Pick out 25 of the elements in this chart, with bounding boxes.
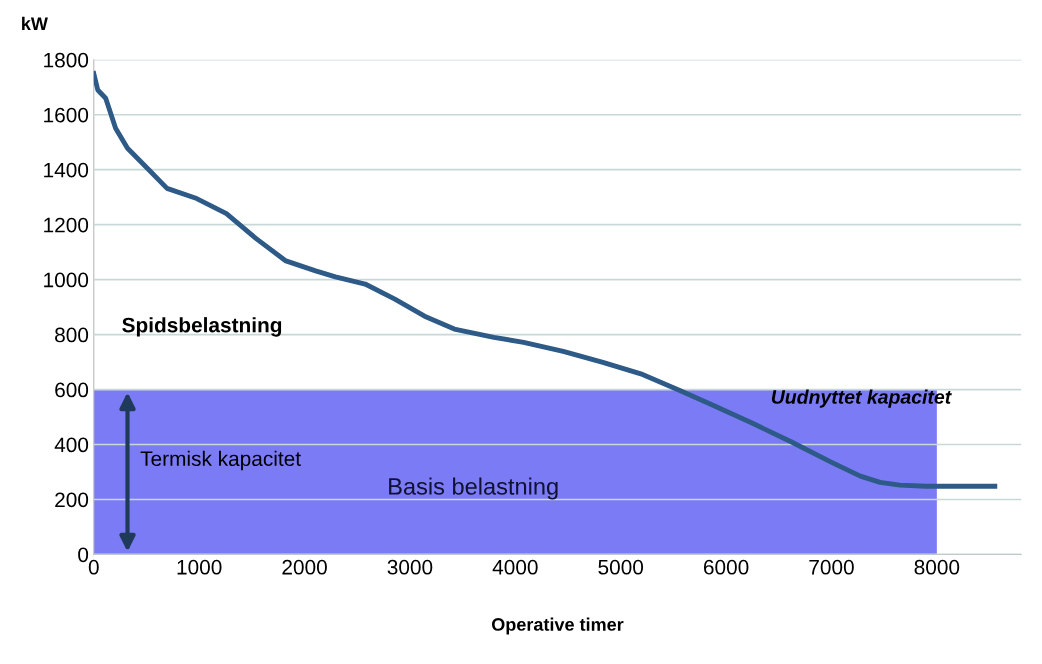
y-tick-label: 1600 xyxy=(44,107,89,123)
x-tick-label: 2000 xyxy=(282,559,327,575)
y-tick-label: 1800 xyxy=(44,52,89,68)
annotation: Uudnyttet kapacitet xyxy=(771,389,952,408)
y-tick-label: 1000 xyxy=(44,272,89,288)
y-tick-label: 1400 xyxy=(44,162,89,178)
series-label: Basis belastning xyxy=(389,477,558,500)
x-tick-label: 8000 xyxy=(914,559,960,575)
y-tick-label: 400 xyxy=(54,437,89,453)
x-tick-label: 4000 xyxy=(492,559,538,575)
x-axis-title: Operative timer xyxy=(491,617,624,635)
x-tick-label: 0 xyxy=(88,559,99,575)
x-tick-label: 3000 xyxy=(387,559,433,575)
y-tick-label: 1200 xyxy=(44,217,89,233)
y-tick-label: 800 xyxy=(55,327,89,343)
annotation: Termisk kapacitet xyxy=(140,450,301,471)
x-tick-label: 5000 xyxy=(598,559,644,575)
y-tick-label: 200 xyxy=(55,492,89,508)
x-tick-label: 7000 xyxy=(809,559,854,575)
x-tick-label: 6000 xyxy=(703,559,749,575)
y-tick-label: 600 xyxy=(55,382,89,398)
x-tick-label: 1000 xyxy=(177,559,222,575)
annotation: Spidsbelastning xyxy=(122,317,282,337)
y-tick-label: 0 xyxy=(78,547,89,563)
y-axis-title: kW xyxy=(22,16,48,30)
